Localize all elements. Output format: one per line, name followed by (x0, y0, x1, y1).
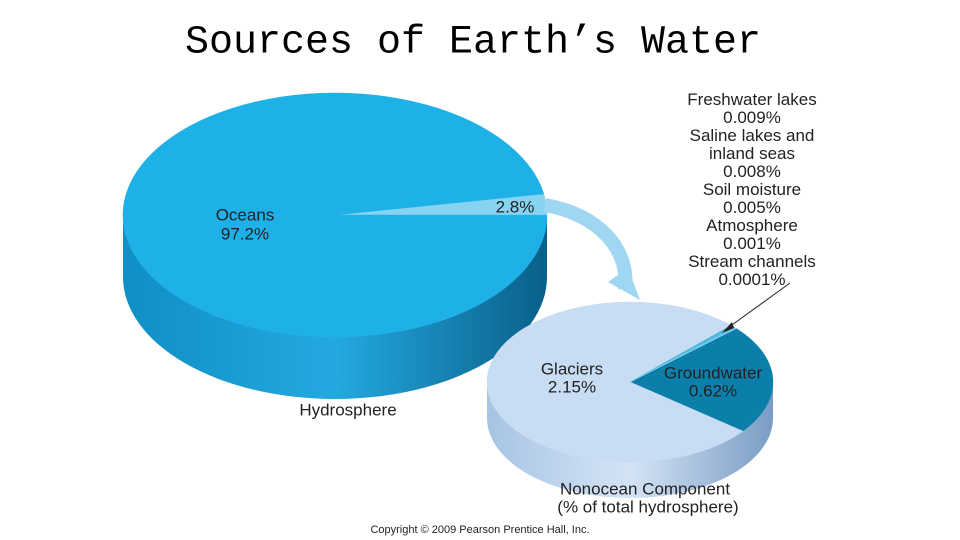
legend-label: Soil moisture (702, 180, 802, 199)
legend-value: 0.005% (723, 198, 781, 217)
legend-label: Stream channels (688, 252, 816, 271)
value-label: 97.2% (221, 224, 269, 243)
pie-slice (122, 92, 548, 338)
legend-value: 0.0001% (718, 270, 786, 289)
arrow-head (608, 268, 640, 300)
pointer (724, 282, 791, 331)
pointer-head (722, 322, 734, 333)
legend-value: 0.009% (723, 108, 781, 127)
arrow (543, 198, 633, 291)
legend: Freshwater lakes 0.009% Saline lakes and i… (665, 91, 839, 289)
value-label: 0.62% (689, 381, 737, 400)
slide-title: Sources of Earth’s Water (185, 21, 761, 66)
pie-side (123, 215, 547, 399)
legend-label: Freshwater lakes (687, 90, 817, 109)
value-label: 2.15% (548, 377, 596, 396)
pie-slice (629, 328, 737, 383)
legend-value: 0.008% (723, 162, 781, 181)
pie-title: Nonocean Component (560, 479, 730, 498)
slice-label: Glaciers (541, 359, 603, 378)
legend-value: 0.001% (723, 234, 781, 253)
slice-label: Oceans (216, 205, 275, 224)
pie-slice (629, 328, 774, 432)
slice-label: Groundwater (664, 363, 763, 382)
pie-side (487, 382, 773, 498)
pie-subtitle: (% of total hydrosphere) (557, 497, 738, 516)
legend-label: Saline lakes and inland seas (689, 126, 815, 163)
pie-slice (486, 301, 744, 463)
pie-title: Hydrosphere (299, 400, 396, 419)
legend-label: Atmosphere (706, 216, 798, 235)
copyright: Copyright © 2009 Pearson Prentice Hall, … (370, 524, 589, 536)
value-label: 2.8% (496, 197, 535, 216)
